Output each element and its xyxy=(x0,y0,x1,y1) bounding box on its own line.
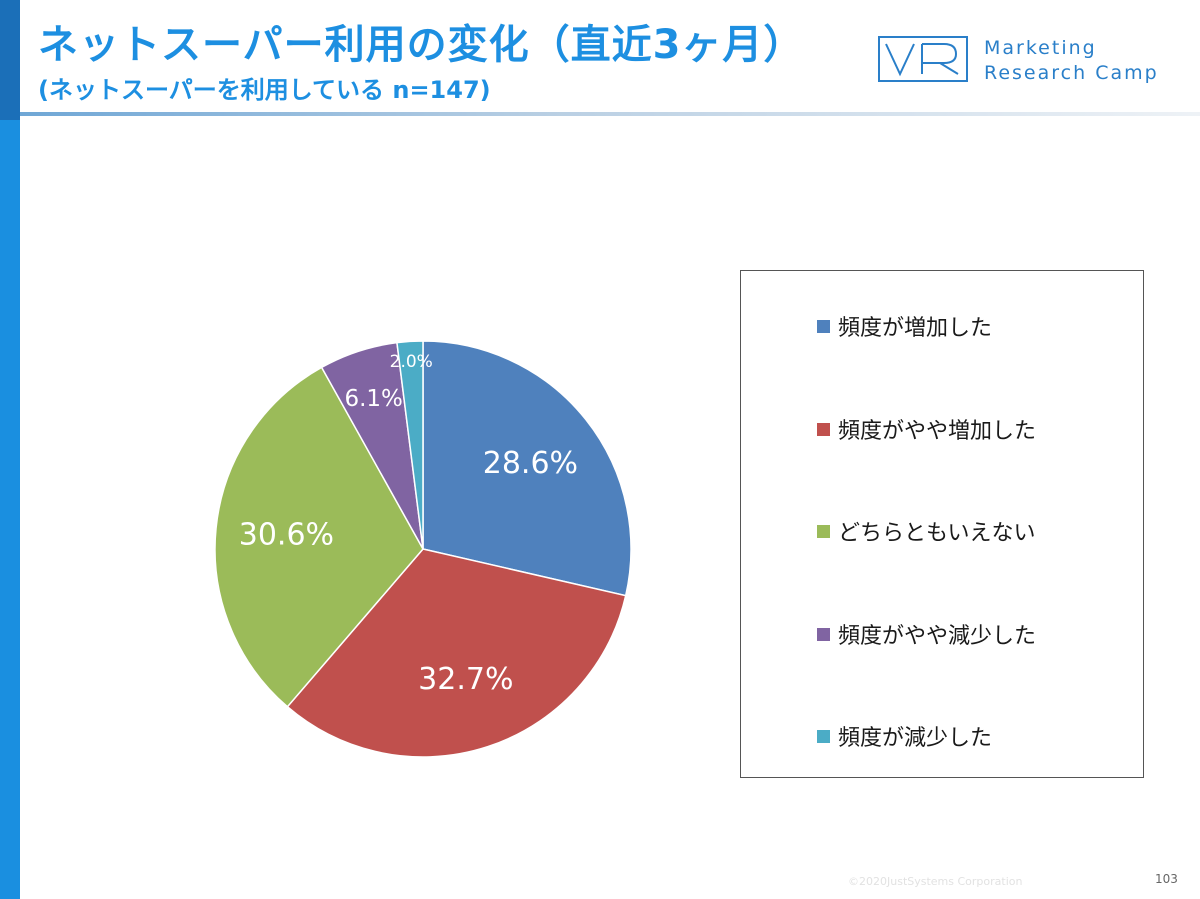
brand-line-2: Research Camp xyxy=(984,62,1159,84)
mrc-logo-icon xyxy=(878,36,968,82)
left-accent-bar xyxy=(0,0,20,899)
pie-data-label-4: 6.1% xyxy=(344,386,402,412)
legend-label: 頻度がやや減少した xyxy=(838,624,1037,649)
legend-swatch xyxy=(817,524,830,538)
page-title: ネットスーパー利用の変化（直近3ヶ月） xyxy=(38,22,805,68)
pie-slice-5 xyxy=(396,340,424,550)
pie-slice-2 xyxy=(286,548,627,758)
legend-item-2: 頻度がやや増加した xyxy=(817,414,1036,444)
page-number: 103 xyxy=(1155,872,1178,886)
legend-swatch xyxy=(817,627,830,641)
legend-swatch xyxy=(817,319,830,333)
legend-swatch xyxy=(817,422,830,436)
legend-label: 頻度が増加した xyxy=(838,316,993,341)
brand-name: Marketing Research Camp xyxy=(984,36,1159,86)
page-subtitle: (ネットスーパーを利用している n=147) xyxy=(38,76,491,104)
legend-item-3: どちらともいえない xyxy=(817,516,1036,546)
legend-label: 頻度が減少した xyxy=(838,726,993,751)
legend-item-4: 頻度がやや減少した xyxy=(817,619,1036,649)
pie-chart: 28.6% 32.7% 30.6% 6.1% 2.0% xyxy=(214,340,632,758)
copyright-text: ©2020JustSystems Corporation xyxy=(848,875,1023,888)
legend-label: 頻度がやや増加した xyxy=(838,419,1037,444)
legend-item-1: 頻度が増加した xyxy=(817,311,992,341)
legend-swatch xyxy=(817,729,830,743)
chart-legend: 頻度が増加した頻度がやや増加した どちらともいえない 頻度がやや減少した 頻度が減少し… xyxy=(740,270,1144,778)
pie-data-label-2: 32.7% xyxy=(418,662,513,697)
pie-data-label-1: 28.6% xyxy=(483,446,578,481)
pie-slice-3 xyxy=(214,366,424,708)
legend-label: どちらともいえない xyxy=(838,521,1036,546)
pie-data-label-3: 30.6% xyxy=(239,518,334,553)
brand-line-1: Marketing xyxy=(984,37,1097,59)
left-accent-bar-top xyxy=(0,0,20,120)
pie-slice-1 xyxy=(422,340,632,597)
legend-item-5: 頻度が減少した xyxy=(817,721,992,751)
pie-data-label-5: 2.0% xyxy=(390,352,433,372)
header-divider xyxy=(20,112,1200,116)
